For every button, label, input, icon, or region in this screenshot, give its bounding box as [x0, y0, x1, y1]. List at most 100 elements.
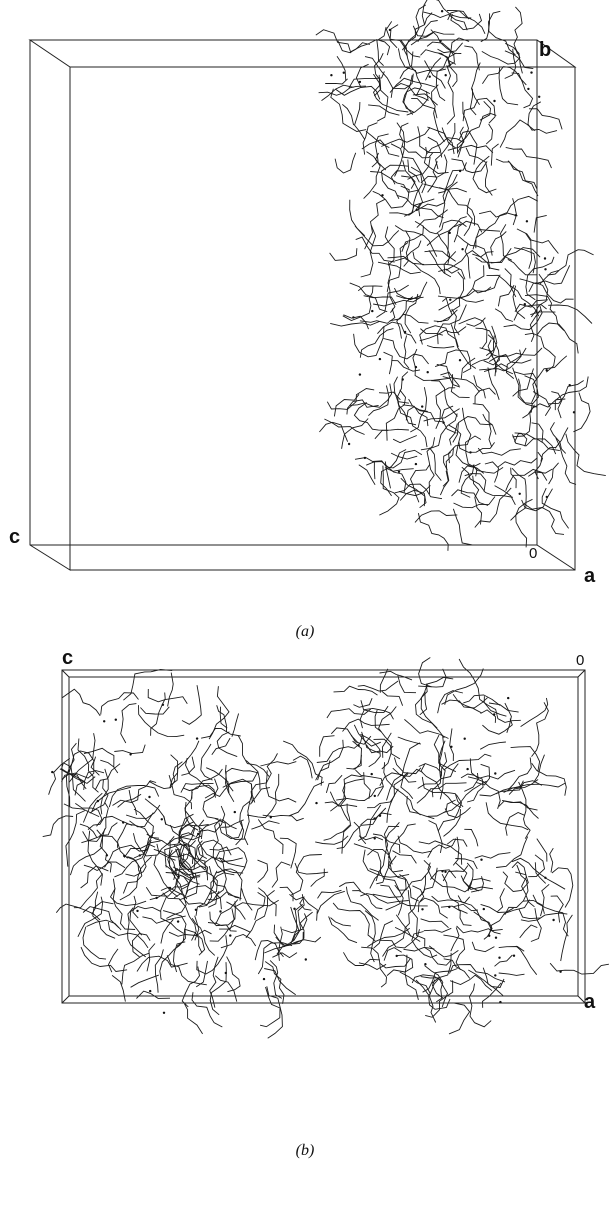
water-dot [458, 359, 462, 362]
bond-trace [215, 975, 238, 1002]
water-dot [155, 896, 158, 900]
bond-trace [299, 896, 312, 911]
water-dot [51, 770, 54, 774]
bond-trace [330, 321, 380, 327]
water-dot [514, 214, 517, 217]
bond-trace [372, 874, 407, 898]
bond-trace [438, 296, 484, 311]
bond-trace [404, 954, 419, 1001]
bond-trace [418, 840, 463, 865]
water-dot [538, 95, 541, 99]
bond-trace [116, 823, 160, 848]
bond-trace [399, 971, 432, 995]
bond-trace [387, 255, 425, 265]
bond-trace [436, 364, 480, 393]
bond-trace [173, 865, 207, 881]
bond-trace [431, 84, 439, 106]
bond-trace [208, 857, 227, 908]
bond-trace [457, 101, 469, 153]
bond-trace [525, 256, 555, 301]
bond-trace [425, 980, 454, 1018]
bond-trace [516, 228, 559, 254]
bond-trace [449, 728, 454, 762]
bond-trace [153, 848, 206, 871]
bond-trace [362, 122, 378, 155]
bond-trace [415, 691, 445, 739]
bond-trace [435, 387, 456, 429]
bond-trace [417, 763, 459, 789]
bond-trace [364, 198, 386, 250]
bond-trace [497, 457, 538, 468]
bond-trace [386, 742, 421, 801]
bond-trace [164, 840, 196, 868]
bond-trace [458, 658, 496, 710]
box-edge [61, 669, 586, 1004]
bond-trace [498, 972, 525, 976]
bond-trace [404, 719, 449, 739]
bond-trace [490, 247, 541, 264]
water-dot [494, 974, 497, 977]
bond-trace [505, 42, 523, 74]
bond-trace [374, 710, 382, 733]
bond-trace [386, 242, 409, 292]
bond-trace [428, 249, 452, 278]
bond-trace [374, 428, 409, 440]
bond-trace [136, 990, 171, 999]
bond-trace [214, 847, 248, 877]
bond-trace [407, 157, 431, 180]
bond-trace [117, 793, 142, 808]
bond-trace [451, 158, 488, 174]
bond-trace [423, 146, 449, 174]
bond-trace [361, 946, 387, 988]
bond-trace [512, 198, 517, 226]
bond-trace [372, 74, 409, 113]
bond-trace [380, 884, 401, 903]
bond-trace [353, 724, 380, 754]
bond-trace [352, 740, 362, 770]
bond-trace [449, 423, 458, 446]
bond-trace [125, 804, 161, 819]
bond-trace [431, 380, 458, 417]
bond-trace [548, 380, 584, 405]
bond-trace [438, 740, 446, 800]
bond-trace [329, 248, 358, 261]
bond-trace [499, 119, 536, 148]
water-dot [466, 767, 469, 771]
water-dot [373, 837, 376, 840]
bond-trace [145, 878, 178, 897]
bond-trace [451, 308, 460, 336]
bond-trace [528, 108, 563, 130]
water-dot [530, 71, 533, 74]
bond-trace [389, 296, 414, 322]
bond-trace [372, 185, 410, 209]
bond-trace [403, 87, 431, 113]
water-dot [449, 298, 452, 301]
bond-trace [381, 127, 431, 147]
bond-trace [74, 770, 105, 796]
bond-trace [412, 885, 425, 903]
bond-trace [188, 852, 209, 881]
bond-trace [169, 740, 200, 786]
box-edge [68, 676, 579, 997]
bond-trace [346, 754, 362, 770]
bond-trace [55, 903, 101, 921]
bond-trace [550, 895, 564, 923]
bond-trace [511, 861, 535, 908]
bond-trace [461, 466, 514, 498]
water-dot [397, 470, 401, 473]
bond-trace [402, 160, 416, 189]
bond-trace [260, 761, 297, 767]
bond-trace [100, 759, 119, 774]
bond-trace [354, 225, 400, 247]
bond-trace [381, 164, 409, 199]
bond-trace [367, 848, 403, 873]
bond-trace [100, 692, 139, 715]
bond-trace [171, 867, 201, 879]
bond-trace [394, 240, 422, 262]
water-dot [363, 456, 367, 460]
bond-trace [163, 815, 189, 829]
water-dot [518, 492, 521, 495]
bond-trace [417, 20, 438, 43]
water-dot [401, 378, 404, 381]
bond-trace [349, 199, 366, 237]
